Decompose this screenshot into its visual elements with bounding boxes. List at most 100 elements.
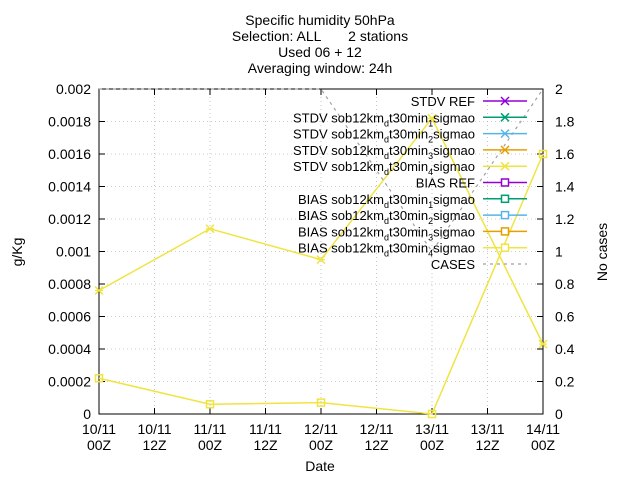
x-tick-label-hour: 00Z <box>309 437 334 453</box>
x-tick-label-date: 11/11 <box>194 421 227 437</box>
legend-label: CASES <box>431 257 475 272</box>
y-tick-label: 0.0018 <box>48 114 91 130</box>
legend-entry: STDV sob12kmdt30min3sigmao <box>293 143 527 161</box>
data-point-square <box>205 400 215 409</box>
x-tick-label-hour: 00Z <box>198 437 223 453</box>
legend-label: STDV sob12kmdt30min3sigmao <box>293 143 475 161</box>
x-tick-label-date: 14/11 <box>526 421 560 437</box>
legend-entry: BIAS sob12kmdt30min4sigmao <box>298 241 527 259</box>
series-cases <box>99 88 544 253</box>
legend-entry: BIAS sob12kmdt30min2sigmao <box>298 208 527 226</box>
legend-marker-square <box>500 227 510 236</box>
y2-tick-label: 0 <box>555 406 563 422</box>
legend-label: STDV sob12kmdt30min2sigmao <box>293 127 475 145</box>
data-point-x <box>205 224 215 234</box>
y2-tick-label: 2 <box>555 81 563 97</box>
x-tick-label-date: 11/11 <box>249 421 282 437</box>
legend-marker-square <box>500 178 510 187</box>
y-tick-label: 0 <box>83 406 91 422</box>
legend-marker-square <box>500 243 510 252</box>
x-axis-label: Date <box>305 458 335 474</box>
legend-entry: BIAS REF <box>416 176 527 191</box>
legend-marker-x <box>500 112 510 122</box>
title-line-2: Selection: ALL 2 stations <box>232 28 408 44</box>
y2-tick-label: 0.4 <box>555 341 575 357</box>
data-point-square <box>538 149 548 159</box>
y-tick-label: 0.0012 <box>48 211 91 227</box>
legend-label: BIAS sob12kmdt30min3sigmao <box>298 224 475 242</box>
x-tick-label-date: 13/11 <box>471 421 505 437</box>
data-point-x <box>427 113 437 123</box>
x-tick-label-date: 12/11 <box>304 421 338 437</box>
series-line <box>98 153 544 415</box>
series-layer <box>94 88 548 419</box>
plot-frame <box>98 88 544 415</box>
data-point-x <box>316 255 326 265</box>
y2-tick-label: 1 <box>555 244 563 260</box>
y2-axis-label: No cases <box>594 223 610 281</box>
y-tick-label: 0.0002 <box>48 374 91 390</box>
x-tick-label-hour: 00Z <box>531 437 556 453</box>
legend-marker-square <box>500 194 510 204</box>
legend-entry: CASES <box>431 257 527 272</box>
legend-label: BIAS sob12kmdt30min1sigmao <box>298 192 475 210</box>
legend-entry: BIAS sob12kmdt30min3sigmao <box>298 224 527 242</box>
title-line-4: Averaging window: 24h <box>248 60 393 76</box>
title-line-3: Used 06 + 12 <box>278 44 362 60</box>
x-tick-label-date: 10/11 <box>138 421 172 437</box>
y2-tick-label: 1.4 <box>555 179 575 195</box>
legend-entry: STDV sob12kmdt30min1sigmao <box>293 110 527 128</box>
data-point-square <box>94 374 104 383</box>
legend-entry: STDV sob12kmdt30min4sigmao <box>293 159 527 177</box>
x-tick-label-date: 10/11 <box>82 421 116 437</box>
data-point-square <box>316 398 326 407</box>
series-line <box>99 88 544 253</box>
y-axis-label: g/Kg <box>9 238 25 267</box>
series-stdv <box>94 113 548 349</box>
data-point-square <box>427 409 437 419</box>
y2-tick-label: 0.8 <box>555 276 575 292</box>
data-point-x <box>94 285 104 296</box>
y-tick-label: 0.0004 <box>48 341 91 357</box>
data-point-x <box>538 339 548 349</box>
legend-label: BIAS REF <box>416 176 475 191</box>
y2-tick-label: 1.2 <box>555 211 575 227</box>
series-bias <box>94 149 548 419</box>
x-tick-label-date: 13/11 <box>415 421 449 437</box>
x-tick-label-hour: 12Z <box>364 437 389 453</box>
y-tick-label: 0.002 <box>56 81 91 97</box>
axes: 0 0 0.0002 0.2 0.0004 0.4 0.0006 0.6 0.0008 0.8 0.… <box>48 81 575 453</box>
legend-marker-square <box>500 210 510 220</box>
legend-marker-x <box>500 145 510 155</box>
y2-tick-label: 1.6 <box>555 146 575 162</box>
legend-label: BIAS sob12kmdt30min4sigmao <box>298 241 475 259</box>
legend-label: STDV REF <box>411 94 475 109</box>
x-tick-label-hour: 00Z <box>420 437 445 453</box>
x-tick-label-hour: 12Z <box>142 437 167 453</box>
legend-entry: STDV REF <box>411 94 527 109</box>
chart-title: Specific humidity 50hPa Selection: ALL 2… <box>232 12 408 76</box>
legend-label: STDV sob12kmdt30min1sigmao <box>293 110 475 128</box>
legend-entry: STDV sob12kmdt30min2sigmao <box>293 127 527 145</box>
y2-tick-label: 0.2 <box>555 374 575 390</box>
x-tick-label-hour: 12Z <box>475 437 500 453</box>
y-tick-label: 0.001 <box>56 244 91 260</box>
x-tick-label-hour: 12Z <box>253 437 278 453</box>
x-tick-label-date: 12/11 <box>360 421 394 437</box>
legend-marker-x <box>500 161 510 171</box>
y-tick-label: 0.0008 <box>48 276 91 292</box>
legend-marker-x <box>500 129 510 139</box>
y2-tick-label: 0.6 <box>555 309 575 325</box>
legend-entry: BIAS sob12kmdt30min1sigmao <box>298 192 527 210</box>
y2-tick-label: 1.8 <box>555 114 575 130</box>
y-tick-label: 0.0014 <box>48 179 91 195</box>
legend-label: BIAS sob12kmdt30min2sigmao <box>298 208 475 226</box>
y-tick-label: 0.0016 <box>48 146 91 162</box>
title-line-1: Specific humidity 50hPa <box>245 12 395 28</box>
legend-label: STDV sob12kmdt30min4sigmao <box>293 159 475 177</box>
x-tick-label-hour: 00Z <box>87 437 112 453</box>
legend-marker-x <box>500 96 510 106</box>
y-tick-label: 0.0006 <box>48 309 91 325</box>
